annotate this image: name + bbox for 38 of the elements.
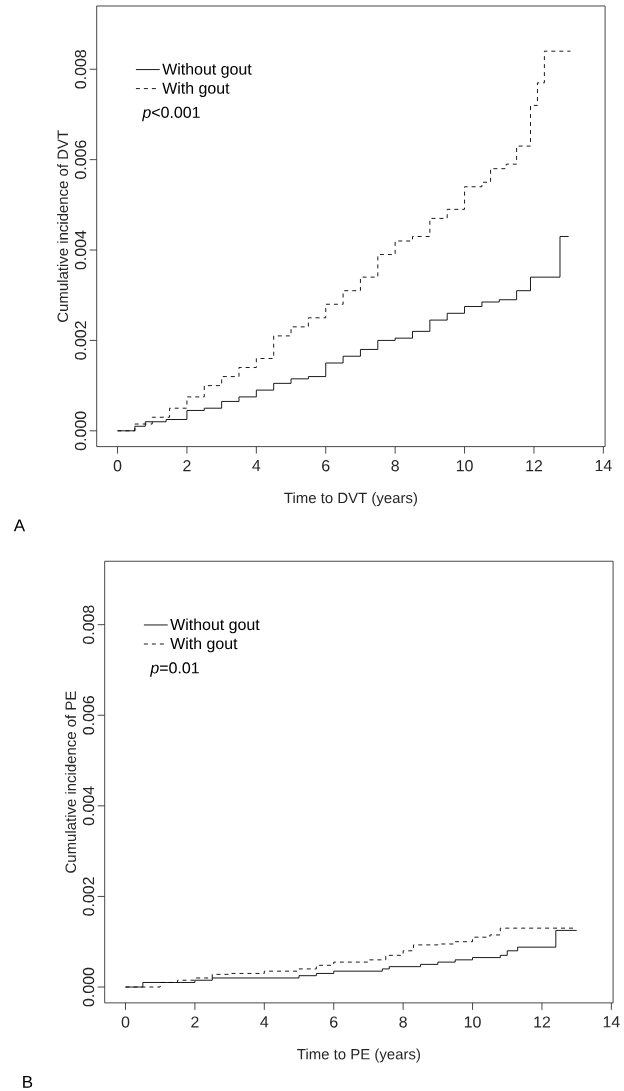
legend-label: Without gout: [162, 63, 252, 78]
legend-label: With gout: [170, 637, 238, 653]
x-tick-label: 10: [465, 1016, 481, 1028]
x-tick-label: 12: [526, 460, 543, 472]
x-tick-label: 0: [113, 460, 122, 472]
x-tick-label: 4: [252, 460, 261, 472]
x-axis-title: Time to DVT (years): [284, 492, 418, 507]
x-tick-label: 0: [121, 1016, 130, 1028]
y-axis-title: Cumulative incidence of PE: [65, 691, 77, 873]
x-tick-label: 8: [399, 1016, 408, 1028]
text: B: [23, 1076, 33, 1088]
x-axis-title: Time to PE (years): [297, 1048, 421, 1063]
y-tick-label: 0.004: [75, 230, 87, 270]
y-tick-label: 0.004: [83, 786, 95, 826]
x-tick-label: 8: [391, 460, 400, 472]
y-tick-label: 0.008: [83, 605, 95, 644]
text: A: [14, 519, 26, 532]
legend-label: With gout: [162, 82, 230, 97]
y-tick-label: 0.006: [83, 696, 95, 735]
x-tick-label: 12: [534, 1016, 551, 1028]
x-tick-label: 10: [457, 460, 474, 472]
y-tick-label: 0.000: [83, 967, 95, 1007]
y-tick-label: 0.008: [75, 50, 87, 89]
x-tick-label: 4: [260, 1016, 269, 1028]
y-tick-label: 0.002: [83, 877, 95, 916]
legend-label: Without gout: [170, 618, 260, 634]
annotation: p=0.01: [150, 662, 200, 677]
x-tick-label: 14: [595, 460, 612, 472]
y-axis-title: Cumulative incidence of DVT: [57, 130, 69, 322]
x-tick-label: 6: [330, 1016, 338, 1028]
y-tick-label: 0.006: [75, 140, 87, 179]
annotation: p<0.001: [142, 106, 200, 122]
y-tick-label: 0.002: [75, 321, 87, 360]
x-tick-label: 2: [183, 460, 191, 472]
x-tick-label: 6: [322, 460, 330, 472]
x-tick-label: 2: [191, 1016, 199, 1028]
y-tick-label: 0.000: [75, 411, 87, 451]
x-tick-label: 14: [603, 1016, 620, 1028]
